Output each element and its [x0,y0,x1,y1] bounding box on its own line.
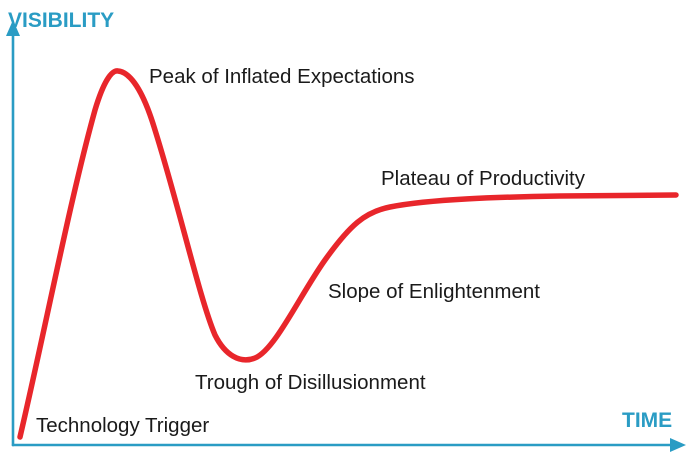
phase-slope-of-enlightenment: Slope of Enlightenment [328,280,540,303]
axes [6,20,686,452]
phase-plateau-of-productivity: Plateau of Productivity [381,167,586,190]
y-axis-title: VISIBILITY [8,9,114,32]
phase-technology-trigger: Technology Trigger [36,414,209,437]
phase-peak-of-inflated-expectations: Peak of Inflated Expectations [149,65,415,88]
y-axis-arrowhead [6,20,20,36]
hype-curve [17,68,679,440]
x-axis-arrowhead [670,438,686,452]
x-axis-title: TIME [622,409,672,432]
phase-trough-of-disillusionment: Trough of Disillusionment [195,371,426,394]
